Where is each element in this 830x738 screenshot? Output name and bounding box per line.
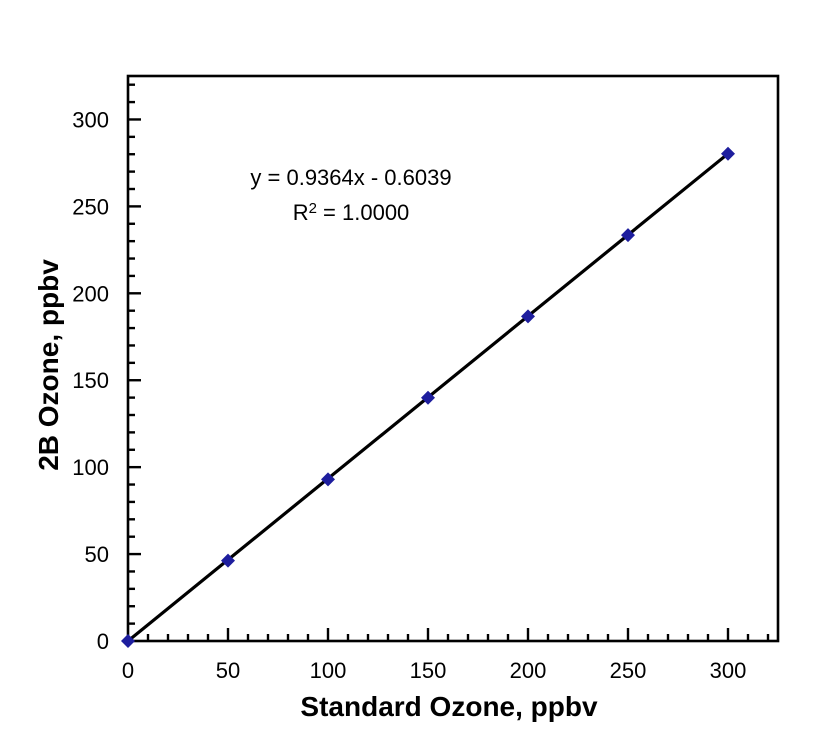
x-tick-label: 250: [610, 658, 647, 683]
x-tick-label: 0: [122, 658, 134, 683]
data-point-marker: [321, 472, 335, 487]
y-tick-label: 50: [85, 542, 109, 567]
x-tick-label: 300: [710, 658, 747, 683]
x-tick-label: 150: [410, 658, 447, 683]
r-squared-label: R2 = 1.0000: [250, 195, 451, 233]
y-axis-title: 2B Ozone, ppbv: [33, 259, 64, 471]
x-axis-title: Standard Ozone, ppbv: [300, 691, 598, 722]
x-tick-label: 50: [216, 658, 240, 683]
trendline-equation: y = 0.9364x - 0.6039: [250, 165, 452, 190]
data-point-marker: [521, 309, 535, 324]
y-tick-label: 250: [72, 194, 109, 219]
y-tick-label: 100: [72, 455, 109, 480]
plot-border: [126, 74, 780, 643]
x-tick-label: 100: [310, 658, 347, 683]
trendline-annotation: y = 0.9364x - 0.6039 R2 = 1.0000: [250, 160, 451, 233]
y-tick-label: 150: [72, 368, 109, 393]
r-squared-base: R: [292, 200, 309, 225]
y-tick-label: 200: [72, 281, 109, 306]
y-tick-label: 0: [97, 629, 109, 654]
data-point-marker: [621, 228, 635, 243]
data-point-marker: [121, 634, 135, 648]
r-squared-exponent: 2: [308, 200, 317, 218]
data-point-marker: [221, 553, 235, 568]
data-point-marker: [421, 390, 435, 405]
r-squared-value-text: = 1.0000: [316, 200, 410, 225]
y-tick-label: 300: [72, 107, 109, 132]
x-tick-label: 200: [510, 658, 547, 683]
data-point-marker: [721, 146, 735, 161]
